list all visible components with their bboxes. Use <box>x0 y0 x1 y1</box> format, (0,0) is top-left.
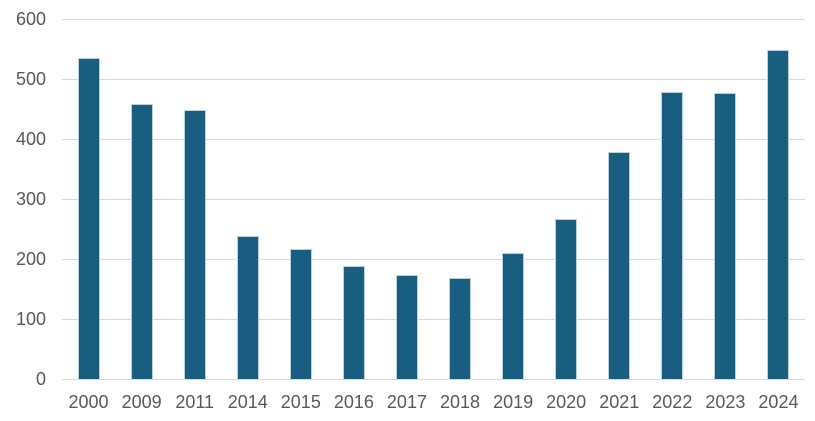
y-tick-label: 100 <box>15 309 46 329</box>
gridline <box>62 199 805 200</box>
x-tick-label: 2023 <box>705 392 746 412</box>
x-tick-label: 2021 <box>599 392 640 412</box>
x-tick-label: 2022 <box>652 392 693 412</box>
bar-2023 <box>714 93 737 379</box>
bar-2014 <box>236 236 259 379</box>
y-tick-label: 300 <box>15 189 46 209</box>
gridline <box>62 319 805 320</box>
gridline <box>62 379 805 380</box>
bar-2016 <box>342 266 365 379</box>
bar-2021 <box>608 151 631 379</box>
x-tick-label: 2024 <box>758 392 799 412</box>
x-tick-label: 2020 <box>546 392 587 412</box>
bar-2009 <box>130 104 153 379</box>
bar-2022 <box>661 92 684 379</box>
bar-2015 <box>289 248 312 379</box>
x-tick-label: 2017 <box>386 392 427 412</box>
y-tick-label: 400 <box>15 129 46 149</box>
x-tick-label: 2014 <box>227 392 268 412</box>
bar-2011 <box>183 109 206 379</box>
bar-2020 <box>555 218 578 379</box>
bar-2018 <box>449 278 472 379</box>
x-tick-label: 2009 <box>121 392 162 412</box>
gridline <box>62 139 805 140</box>
y-tick-label: 0 <box>35 369 46 389</box>
gridline <box>62 259 805 260</box>
x-tick-label: 2015 <box>280 392 321 412</box>
x-tick-label: 2018 <box>440 392 481 412</box>
x-tick-label: 2019 <box>493 392 534 412</box>
gridline <box>62 19 805 20</box>
x-tick-label: 2011 <box>175 392 215 412</box>
bar-2019 <box>502 253 525 379</box>
y-tick-label: 600 <box>15 9 46 29</box>
bar-2017 <box>395 274 418 379</box>
bar-2000 <box>77 58 100 379</box>
gridline <box>62 79 805 80</box>
bar-2024 <box>767 49 790 379</box>
x-tick-label: 2016 <box>333 392 374 412</box>
x-tick-label: 2000 <box>68 392 109 412</box>
y-tick-label: 500 <box>15 69 46 89</box>
y-tick-label: 200 <box>15 249 46 269</box>
